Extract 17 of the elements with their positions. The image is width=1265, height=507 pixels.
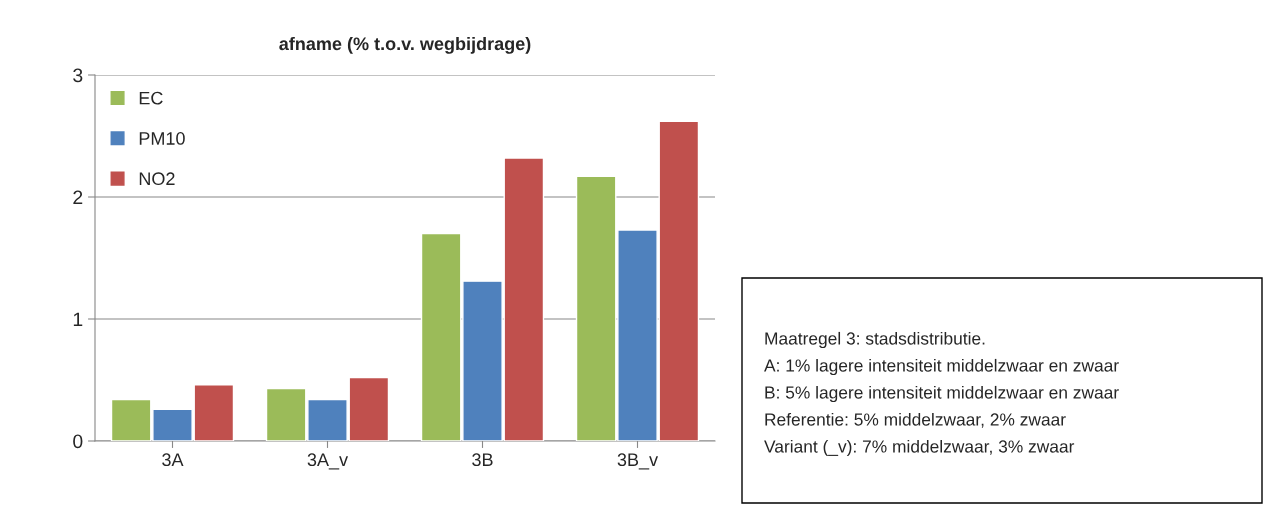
y-tick-label: 2 [73, 190, 83, 205]
text: A: 1% lagere intensiteit middelzwaar en zwaar [764, 358, 1119, 376]
y-tick-label: 3 [73, 68, 83, 83]
legend-label: PM10 [139, 132, 185, 145]
x-tick-label: 3A [162, 453, 184, 467]
x-tick-label: 3B_v [617, 453, 659, 470]
legend-label: EC [139, 91, 163, 105]
y-tick-label: 0 [73, 434, 83, 449]
y-tick-label: 1 [73, 312, 83, 327]
x-tick-label: 3A_v [307, 453, 349, 470]
legend-label: NO2 [139, 172, 175, 186]
text: Maatregel 3: stadsdistributie. [765, 331, 985, 349]
text: B: 5% lagere intensiteit middelzwaar en zwaar [765, 385, 1119, 403]
text: Variant (_v): 7% middelzwaar, 3% zwaar [764, 439, 1075, 457]
chart-title: afname (% t.o.v. wegbijdrage) [279, 36, 531, 54]
x-tick-label: 3B [472, 453, 493, 467]
text: Referentie: 5% middelzwaar, 2% zwaar [765, 412, 1066, 428]
